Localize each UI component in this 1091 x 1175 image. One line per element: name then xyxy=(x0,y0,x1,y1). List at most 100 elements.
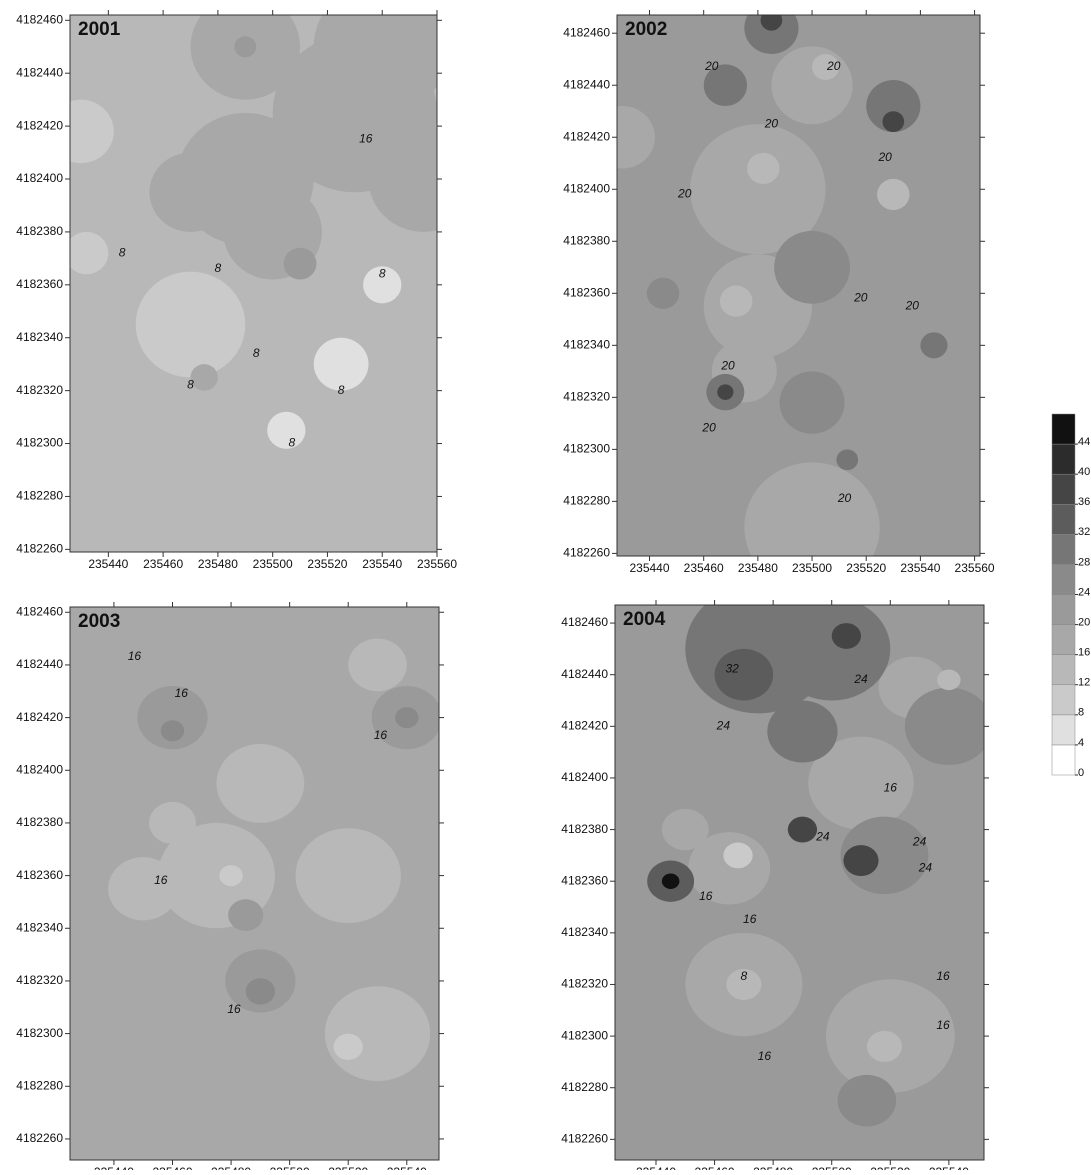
contour-blob xyxy=(108,857,178,920)
y-tick-label: 4182340 xyxy=(563,337,610,351)
y-tick-label: 4182300 xyxy=(563,442,610,456)
colorbar-label: 4 xyxy=(1078,737,1084,749)
contour-blob xyxy=(216,744,304,823)
x-tick-label: 235440 xyxy=(636,1165,676,1170)
figure: 8888888162001418226041822804182300418232… xyxy=(0,0,1091,1170)
contour-blob xyxy=(937,670,960,691)
colorbar-label: 16 xyxy=(1078,647,1090,659)
x-tick-label: 235460 xyxy=(143,557,183,571)
contour-blob xyxy=(246,978,275,1004)
x-tick-label: 235480 xyxy=(753,1165,793,1170)
contour-blob xyxy=(767,701,837,763)
y-tick-label: 4182360 xyxy=(16,277,63,291)
y-tick-label: 4182400 xyxy=(563,181,610,195)
y-tick-label: 4182260 xyxy=(16,1131,63,1145)
contour-label: 8 xyxy=(187,378,194,392)
y-tick-label: 4182400 xyxy=(561,770,608,784)
contour-blob xyxy=(191,364,218,390)
panel-title: 2002 xyxy=(625,19,667,40)
contour-label: 16 xyxy=(374,728,388,742)
y-tick-label: 4182420 xyxy=(16,118,63,132)
contour-label: 24 xyxy=(918,860,933,874)
x-tick-label: 235500 xyxy=(812,1165,852,1170)
contour-blob xyxy=(267,412,305,449)
contour-field xyxy=(70,607,442,1160)
colorbar-label: 40 xyxy=(1078,466,1090,478)
colorbar-band xyxy=(1052,564,1075,594)
contour-field xyxy=(48,0,478,552)
contour-label: 8 xyxy=(288,436,295,450)
x-tick-label: 235540 xyxy=(387,1165,427,1170)
contour-label: 8 xyxy=(379,266,386,280)
contour-blob xyxy=(647,278,680,309)
contour-blob xyxy=(325,986,430,1081)
y-tick-label: 4182460 xyxy=(16,12,63,26)
contour-blob xyxy=(747,153,780,184)
contour-field xyxy=(615,584,993,1160)
contour-blob xyxy=(161,720,184,741)
y-tick-label: 4182380 xyxy=(16,815,63,829)
contour-blob xyxy=(838,1075,897,1127)
contour-label: 24 xyxy=(716,718,731,732)
x-tick-label: 235520 xyxy=(870,1165,910,1170)
panel-title: 2003 xyxy=(78,611,120,632)
y-tick-label: 4182320 xyxy=(16,973,63,987)
y-tick-label: 4182300 xyxy=(16,1026,63,1040)
contour-label: 8 xyxy=(215,261,222,275)
colorbar-label: 36 xyxy=(1078,496,1090,508)
contour-label: 20 xyxy=(701,421,716,435)
y-tick-label: 4182340 xyxy=(16,920,63,934)
y-tick-label: 4182280 xyxy=(561,1080,608,1094)
contour-label: 8 xyxy=(253,346,260,360)
contour-blob xyxy=(369,126,479,232)
contour-blob xyxy=(234,36,256,57)
colorbar-label: 0 xyxy=(1078,767,1084,779)
x-tick-label: 235520 xyxy=(328,1165,368,1170)
x-tick-label: 235480 xyxy=(211,1165,251,1170)
contour-blob xyxy=(149,153,231,232)
contour-blob xyxy=(905,688,993,765)
y-tick-label: 4182440 xyxy=(16,65,63,79)
contour-blob xyxy=(228,899,263,931)
panel-title: 2001 xyxy=(78,19,121,40)
x-tick-label: 235500 xyxy=(270,1165,310,1170)
contour-blob xyxy=(348,639,407,692)
colorbar-band xyxy=(1052,504,1075,534)
contour-blob xyxy=(219,865,242,886)
colorbar-band xyxy=(1052,444,1075,474)
y-tick-label: 4182440 xyxy=(561,667,608,681)
contour-label: 16 xyxy=(154,873,168,887)
contour-blob xyxy=(149,802,196,844)
y-tick-label: 4182460 xyxy=(16,604,63,618)
colorbar-label: 44 xyxy=(1078,436,1090,448)
y-tick-label: 4182340 xyxy=(16,330,63,344)
x-tick-label: 235540 xyxy=(929,1165,969,1170)
y-tick-label: 4182460 xyxy=(563,25,610,39)
contour-label: 24 xyxy=(815,829,830,843)
y-tick-label: 4182400 xyxy=(16,171,63,185)
contour-label: 20 xyxy=(905,298,920,312)
contour-blob xyxy=(720,286,753,317)
y-tick-label: 4182420 xyxy=(563,129,610,143)
colorbar-label: 8 xyxy=(1078,707,1084,719)
panel-title: 2004 xyxy=(623,609,666,630)
x-tick-label: 235520 xyxy=(307,557,347,571)
colorbar-band xyxy=(1052,474,1075,504)
y-tick-label: 4182380 xyxy=(563,233,610,247)
y-tick-label: 4182360 xyxy=(563,285,610,299)
contour-label: 20 xyxy=(704,59,719,73)
y-tick-label: 4182380 xyxy=(16,224,63,238)
y-tick-label: 4182320 xyxy=(561,977,608,991)
contour-blob xyxy=(773,597,890,700)
contour-label: 20 xyxy=(677,187,692,201)
contour-blob xyxy=(836,449,858,470)
contour-blob xyxy=(136,272,246,378)
contour-label: 16 xyxy=(175,686,189,700)
contour-label: 16 xyxy=(699,889,713,903)
x-tick-label: 235540 xyxy=(900,561,940,575)
colorbar-band xyxy=(1052,534,1075,564)
contour-blob xyxy=(761,10,783,31)
y-tick-label: 4182380 xyxy=(561,822,608,836)
colorbar-band xyxy=(1052,414,1075,444)
contour-blob xyxy=(843,845,878,876)
